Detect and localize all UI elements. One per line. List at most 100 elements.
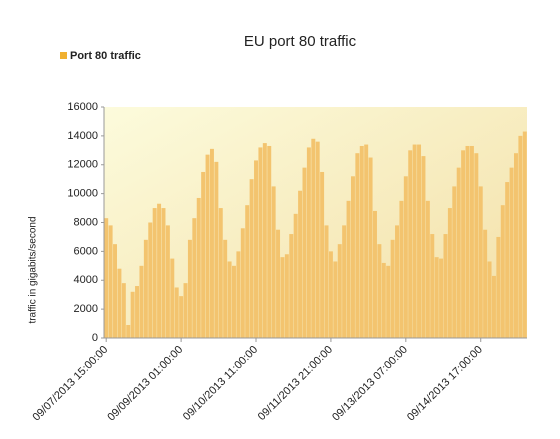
bar (395, 225, 399, 338)
bar (196, 197, 201, 338)
bar (474, 153, 479, 338)
bar (223, 239, 228, 338)
bar (113, 244, 117, 338)
bar (201, 171, 206, 338)
bar (456, 167, 461, 338)
bar (483, 229, 488, 338)
bar (108, 225, 113, 338)
bar (430, 234, 435, 338)
bar (117, 268, 122, 338)
bar (500, 205, 505, 338)
bar (232, 265, 236, 338)
bar (491, 275, 496, 338)
legend-swatch (60, 52, 67, 59)
bar (496, 236, 501, 338)
bar (447, 208, 452, 338)
bar (161, 208, 166, 338)
bar (121, 283, 126, 338)
bar (403, 176, 408, 338)
y-axis-label: traffic in gigabits/second (28, 216, 39, 323)
x-tick-label: 09/10/2013 11:00:00 (181, 344, 260, 423)
bar (236, 251, 241, 338)
bar (417, 144, 422, 338)
bar (509, 167, 514, 338)
chart-title: EU port 80 traffic (244, 33, 357, 50)
bar (439, 258, 444, 338)
bar (355, 153, 360, 338)
bar (324, 225, 329, 338)
bar (399, 200, 404, 338)
bar (205, 154, 210, 338)
x-tick-label: 09/13/2013 07:00:00 (330, 344, 410, 424)
bar (139, 265, 144, 338)
y-tick-label: 6000 (74, 245, 98, 257)
bar (165, 225, 170, 338)
legend-label: Port 80 traffic (70, 50, 141, 62)
bar (315, 141, 320, 338)
bar (302, 167, 307, 338)
bar (209, 148, 214, 338)
bar (368, 157, 373, 338)
bar (452, 186, 457, 338)
y-tick-label: 10000 (67, 188, 98, 200)
x-tick-label: 09/11/2013 21:00:00 (256, 344, 335, 423)
bar (487, 261, 492, 338)
bar (179, 296, 184, 338)
bar (183, 283, 188, 338)
bar (104, 218, 109, 338)
bar (518, 135, 523, 338)
bar (421, 156, 426, 338)
x-tick-label: 09/07/2013 15:00:00 (31, 344, 111, 424)
bar (342, 225, 347, 338)
y-tick-label: 8000 (74, 216, 98, 228)
bar (434, 257, 439, 338)
bar (390, 239, 395, 338)
bar (135, 286, 140, 338)
bar (276, 229, 281, 338)
x-tick-label: 09/14/2013 17:00:00 (405, 344, 485, 424)
bar (311, 138, 316, 338)
y-tick-label: 12000 (67, 159, 98, 171)
bar (218, 208, 223, 338)
bar (174, 287, 179, 338)
bar (143, 239, 148, 338)
y-tick-label: 4000 (74, 274, 98, 286)
bar (258, 147, 263, 338)
bar (262, 143, 267, 338)
bar (130, 291, 135, 338)
bar (333, 261, 338, 338)
bar (412, 144, 417, 338)
bar (187, 239, 192, 338)
bar (284, 254, 289, 338)
y-tick-label: 14000 (67, 130, 98, 142)
bar (443, 234, 448, 338)
bar (254, 160, 258, 338)
bar (126, 325, 131, 338)
y-tick-label: 16000 (67, 101, 98, 113)
bar (267, 145, 272, 338)
bar (381, 262, 386, 338)
bar (170, 258, 175, 338)
bar (280, 257, 285, 338)
plot-area (104, 107, 527, 338)
bar (240, 228, 245, 338)
bar (408, 150, 413, 338)
bar (192, 218, 197, 338)
bar (377, 244, 382, 338)
bar (337, 244, 342, 338)
bar (306, 147, 311, 338)
bar (386, 265, 391, 338)
x-tick-label: 09/09/2013 01:00:00 (105, 344, 185, 424)
bar (469, 145, 474, 338)
bar (289, 234, 294, 338)
bar (461, 150, 466, 338)
bar (465, 145, 470, 338)
bar (328, 251, 333, 338)
bar (514, 153, 518, 338)
bar (350, 176, 355, 338)
bar (478, 186, 483, 338)
bar (293, 213, 298, 338)
bar (346, 200, 351, 338)
bar (298, 190, 303, 338)
